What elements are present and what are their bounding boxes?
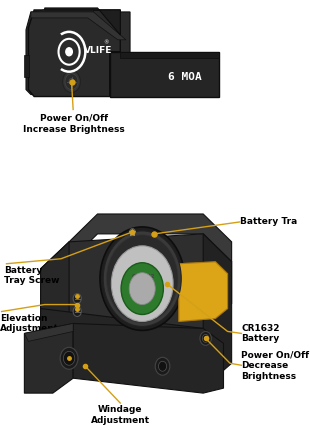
- Circle shape: [121, 263, 163, 314]
- Text: Power On/Off
Decrease
Brightness: Power On/Off Decrease Brightness: [241, 350, 309, 381]
- Text: CR1632: CR1632: [132, 274, 156, 279]
- Circle shape: [106, 235, 178, 322]
- Text: 6 MOA: 6 MOA: [168, 72, 202, 82]
- Text: Power On/Off
Increase Brightness: Power On/Off Increase Brightness: [23, 114, 125, 134]
- Circle shape: [73, 294, 81, 304]
- Circle shape: [200, 332, 211, 345]
- Polygon shape: [179, 262, 228, 322]
- Polygon shape: [45, 8, 120, 35]
- Polygon shape: [110, 52, 219, 97]
- Circle shape: [73, 307, 81, 316]
- Circle shape: [63, 71, 81, 92]
- Circle shape: [202, 335, 209, 342]
- Circle shape: [129, 273, 155, 304]
- Circle shape: [63, 351, 75, 365]
- Text: VLIFE: VLIFE: [84, 46, 112, 55]
- Polygon shape: [179, 262, 228, 322]
- Polygon shape: [41, 309, 203, 388]
- Polygon shape: [203, 234, 232, 388]
- Polygon shape: [120, 52, 219, 58]
- Circle shape: [60, 347, 78, 369]
- Polygon shape: [29, 10, 120, 97]
- Text: Windage
Adjustment: Windage Adjustment: [91, 405, 150, 425]
- Text: Battery Tra: Battery Tra: [240, 218, 297, 227]
- Polygon shape: [26, 12, 130, 95]
- Text: 3V: 3V: [140, 290, 145, 294]
- Text: CR1632
Battery: CR1632 Battery: [241, 323, 280, 343]
- Polygon shape: [69, 214, 232, 262]
- Circle shape: [111, 246, 173, 322]
- Polygon shape: [41, 234, 232, 333]
- Circle shape: [103, 231, 181, 326]
- Circle shape: [158, 361, 166, 371]
- Bar: [24, 55, 29, 77]
- Circle shape: [100, 227, 184, 330]
- Polygon shape: [31, 12, 126, 40]
- Text: Elevation
Adjustment: Elevation Adjustment: [0, 313, 59, 333]
- Circle shape: [66, 48, 72, 56]
- Polygon shape: [24, 323, 73, 393]
- Text: Lithium Cell: Lithium Cell: [129, 283, 155, 287]
- Circle shape: [130, 228, 135, 235]
- Polygon shape: [73, 323, 224, 393]
- Polygon shape: [31, 8, 94, 12]
- Polygon shape: [24, 323, 73, 341]
- Text: ®: ®: [103, 40, 109, 45]
- Text: Battery
Tray Screw: Battery Tray Screw: [4, 266, 60, 286]
- Circle shape: [155, 357, 170, 375]
- Polygon shape: [41, 242, 69, 371]
- Circle shape: [65, 74, 78, 89]
